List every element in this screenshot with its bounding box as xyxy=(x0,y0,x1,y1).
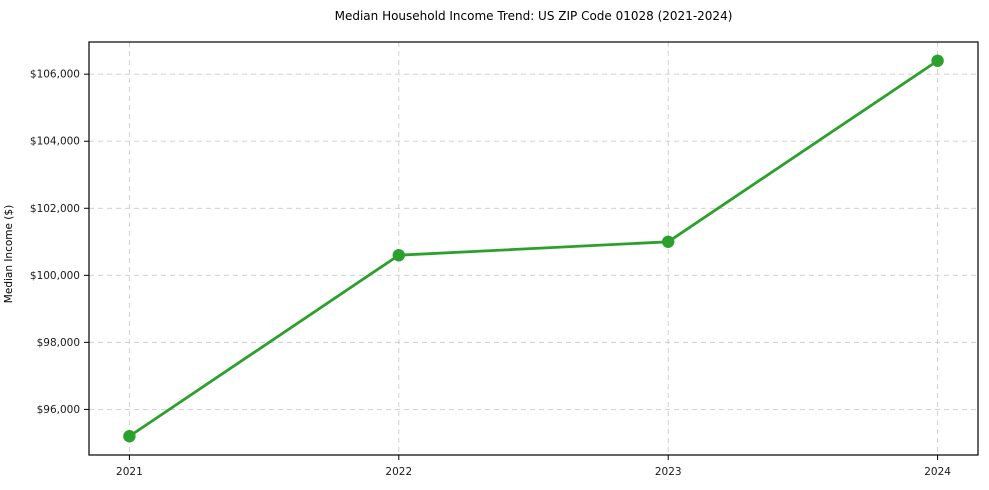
y-tick-label: $104,000 xyxy=(30,136,80,148)
y-tick-label: $102,000 xyxy=(30,203,80,215)
data-point xyxy=(123,430,136,443)
plot-frame xyxy=(88,41,979,456)
chart-title: Median Household Income Trend: US ZIP Co… xyxy=(334,9,733,23)
data-point xyxy=(392,249,406,262)
x-tick-label: 2021 xyxy=(116,466,143,478)
y-tick-label: $106,000 xyxy=(30,69,80,81)
y-tick-label: $98,000 xyxy=(37,337,80,349)
y-tick-label: $100,000 xyxy=(30,270,80,282)
x-tick-label: 2023 xyxy=(655,466,682,478)
x-tick-label: 2022 xyxy=(385,466,412,478)
data-point xyxy=(931,54,944,67)
data-point xyxy=(661,235,675,248)
trend-line xyxy=(128,59,939,438)
x-tick-label: 2024 xyxy=(924,466,951,478)
y-tick-label: $96,000 xyxy=(37,404,80,416)
